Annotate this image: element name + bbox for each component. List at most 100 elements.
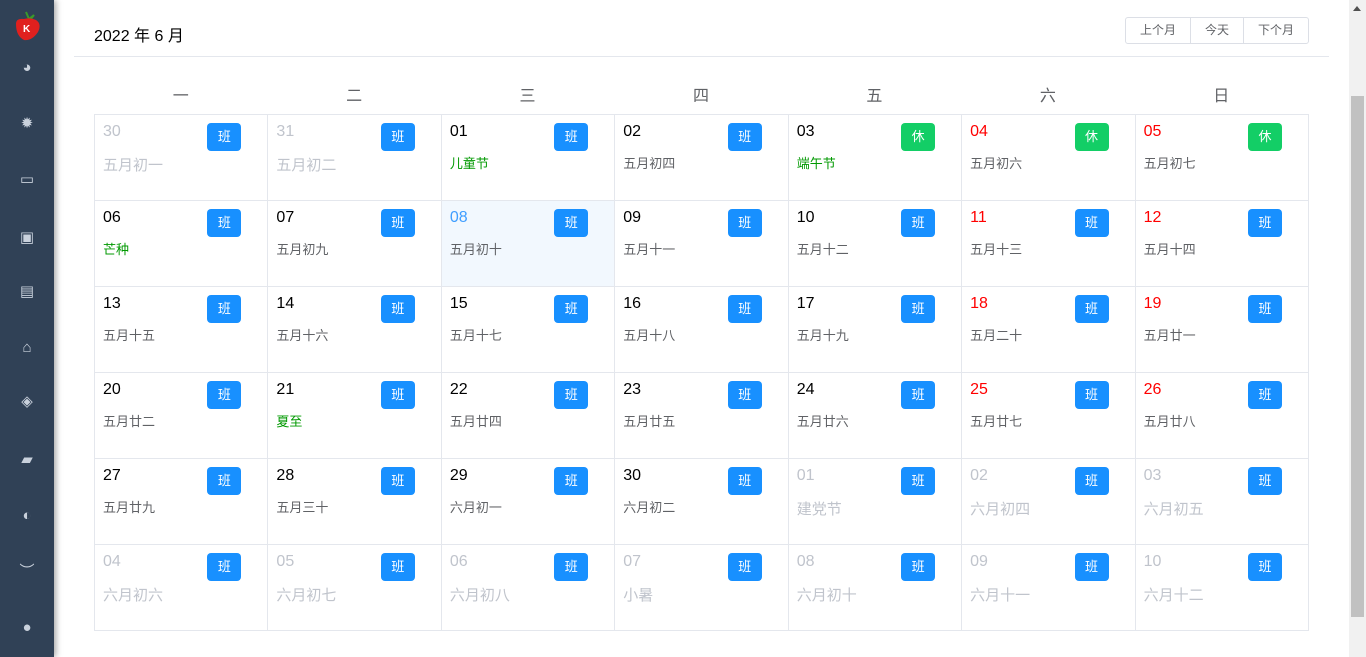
work-badge[interactable]: 班 — [380, 295, 415, 323]
day-cell[interactable]: 05 六月初七 班 — [268, 545, 442, 631]
work-badge[interactable]: 班 — [1074, 295, 1109, 323]
work-badge[interactable]: 班 — [380, 123, 415, 151]
work-badge[interactable]: 班 — [727, 295, 762, 323]
work-badge[interactable]: 班 — [901, 467, 936, 495]
day-cell[interactable]: 01 建党节 班 — [788, 459, 963, 545]
rest-badge[interactable]: 休 — [1074, 123, 1109, 151]
work-badge[interactable]: 班 — [380, 467, 415, 495]
work-badge[interactable]: 班 — [207, 467, 242, 495]
day-cell[interactable]: 05 五月初七 休 — [1135, 115, 1309, 201]
work-badge[interactable]: 班 — [1248, 467, 1282, 495]
work-badge[interactable]: 班 — [1248, 209, 1282, 237]
work-badge[interactable]: 班 — [207, 381, 242, 409]
day-cell[interactable]: 15 五月十七 班 — [441, 287, 616, 373]
day-cell[interactable]: 04 六月初六 班 — [95, 545, 269, 631]
day-cell[interactable]: 12 五月十四 班 — [1135, 201, 1309, 287]
work-badge[interactable]: 班 — [207, 209, 242, 237]
eye-closed-icon[interactable]: ︶ — [19, 563, 35, 580]
work-badge[interactable]: 班 — [207, 123, 242, 151]
day-cell[interactable]: 23 五月廿五 班 — [615, 373, 789, 459]
work-badge[interactable]: 班 — [380, 381, 415, 409]
work-badge[interactable]: 班 — [727, 123, 762, 151]
dashboard-icon[interactable]: ◕ — [22, 59, 32, 76]
work-badge[interactable]: 班 — [554, 467, 589, 495]
puzzle-icon[interactable]: ⌂ — [22, 339, 32, 356]
day-cell[interactable]: 09 五月十一 班 — [615, 201, 789, 287]
work-badge[interactable]: 班 — [380, 553, 415, 581]
layers-icon[interactable]: ◈ — [21, 393, 33, 410]
day-cell[interactable]: 11 五月十三 班 — [962, 201, 1136, 287]
work-badge[interactable]: 班 — [727, 209, 762, 237]
work-badge[interactable]: 班 — [901, 553, 936, 581]
document-icon[interactable]: ▤ — [19, 283, 35, 300]
work-badge[interactable]: 班 — [901, 295, 936, 323]
work-badge[interactable]: 班 — [554, 381, 589, 409]
day-cell[interactable]: 26 五月廿八 班 — [1135, 373, 1309, 459]
day-cell[interactable]: 04 五月初六 休 — [962, 115, 1136, 201]
day-cell[interactable]: 13 五月十五 班 — [95, 287, 269, 373]
day-cell[interactable]: 09 六月十一 班 — [962, 545, 1136, 631]
work-badge[interactable]: 班 — [1248, 381, 1282, 409]
day-cell[interactable]: 07 小暑 班 — [615, 545, 789, 631]
work-badge[interactable]: 班 — [554, 209, 589, 237]
day-cell[interactable]: 16 五月十八 班 — [615, 287, 789, 373]
toggle-icon[interactable]: ◐ — [22, 507, 32, 524]
work-badge[interactable]: 班 — [1248, 295, 1282, 323]
briefcase-icon[interactable]: ▣ — [19, 229, 35, 246]
day-cell[interactable]: 01 儿童节 班 — [441, 115, 616, 201]
gear-icon[interactable]: ✹ — [20, 115, 34, 132]
day-cell[interactable]: 17 五月十九 班 — [788, 287, 963, 373]
day-cell[interactable]: 03 端午节 休 — [788, 115, 963, 201]
day-cell[interactable]: 10 五月十二 班 — [788, 201, 963, 287]
work-badge[interactable]: 班 — [554, 123, 589, 151]
work-badge[interactable]: 班 — [554, 553, 589, 581]
day-cell[interactable]: 14 五月十六 班 — [268, 287, 442, 373]
logo[interactable]: K — [12, 10, 42, 42]
day-cell[interactable]: 28 五月三十 班 — [268, 459, 442, 545]
day-cell[interactable]: 07 五月初九 班 — [268, 201, 442, 287]
work-badge[interactable]: 班 — [901, 209, 936, 237]
work-badge[interactable]: 班 — [207, 295, 242, 323]
scrollbar-thumb[interactable] — [1351, 96, 1364, 617]
scrollbar[interactable] — [1349, 0, 1366, 657]
day-cell[interactable]: 27 五月廿九 班 — [95, 459, 269, 545]
day-cell[interactable]: 03 六月初五 班 — [1135, 459, 1309, 545]
day-cell[interactable]: 30 五月初一 班 — [95, 115, 269, 201]
next-month-button[interactable]: 下个月 — [1242, 18, 1308, 43]
day-cell[interactable]: 08 五月初十 班 — [441, 201, 616, 287]
work-badge[interactable]: 班 — [901, 381, 936, 409]
work-badge[interactable]: 班 — [1074, 209, 1109, 237]
rest-badge[interactable]: 休 — [901, 123, 936, 151]
day-cell[interactable]: 21 夏至 班 — [268, 373, 442, 459]
users-icon[interactable]: ● — [22, 619, 32, 636]
day-cell[interactable]: 02 六月初四 班 — [962, 459, 1136, 545]
work-badge[interactable]: 班 — [727, 467, 762, 495]
rest-badge[interactable]: 休 — [1248, 123, 1282, 151]
day-cell[interactable]: 08 六月初十 班 — [788, 545, 963, 631]
scroll-up-arrow[interactable] — [1353, 6, 1361, 11]
day-cell[interactable]: 31 五月初二 班 — [268, 115, 442, 201]
day-cell[interactable]: 10 六月十二 班 — [1135, 545, 1309, 631]
day-cell[interactable]: 30 六月初二 班 — [615, 459, 789, 545]
work-badge[interactable]: 班 — [1074, 467, 1109, 495]
day-cell[interactable]: 24 五月廿六 班 — [788, 373, 963, 459]
day-cell[interactable]: 18 五月二十 班 — [962, 287, 1136, 373]
monitor-chart-icon[interactable]: ▭ — [19, 171, 35, 188]
day-cell[interactable]: 20 五月廿二 班 — [95, 373, 269, 459]
day-cell[interactable]: 02 五月初四 班 — [615, 115, 789, 201]
day-cell[interactable]: 29 六月初一 班 — [441, 459, 616, 545]
day-cell[interactable]: 25 五月廿七 班 — [962, 373, 1136, 459]
work-badge[interactable]: 班 — [1248, 553, 1282, 581]
work-badge[interactable]: 班 — [727, 381, 762, 409]
day-cell[interactable]: 06 芒种 班 — [95, 201, 269, 287]
work-badge[interactable]: 班 — [554, 295, 589, 323]
day-cell[interactable]: 22 五月廿四 班 — [441, 373, 616, 459]
work-badge[interactable]: 班 — [1074, 553, 1109, 581]
work-badge[interactable]: 班 — [207, 553, 242, 581]
prev-month-button[interactable]: 上个月 — [1139, 23, 1176, 37]
today-button[interactable]: 今天 — [1189, 18, 1243, 43]
work-badge[interactable]: 班 — [380, 209, 415, 237]
lock-icon[interactable]: ▰ — [21, 451, 33, 468]
day-cell[interactable]: 19 五月廿一 班 — [1135, 287, 1309, 373]
work-badge[interactable]: 班 — [727, 553, 762, 581]
